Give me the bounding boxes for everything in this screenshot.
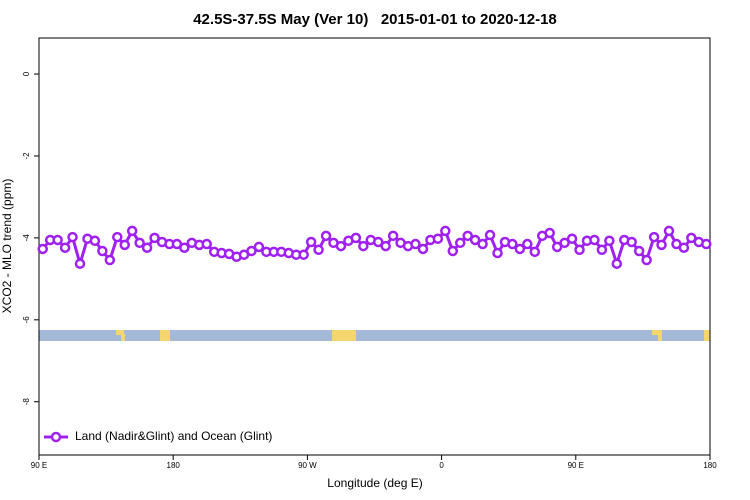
point	[350, 232, 362, 244]
y-tick-label: 0	[22, 71, 31, 76]
point	[514, 243, 526, 255]
point	[701, 238, 712, 250]
point	[410, 238, 421, 250]
point	[97, 245, 108, 257]
point	[440, 225, 451, 237]
point	[469, 234, 481, 246]
land-patch	[160, 330, 170, 341]
point	[67, 231, 78, 243]
chart-title: 42.5S-37.5S May (Ver 10) 2015-01-01 to 2…	[193, 11, 557, 28]
x-tick-label: 0	[439, 461, 444, 470]
point	[529, 246, 541, 258]
point	[648, 231, 660, 243]
y-tick-label: -6	[22, 316, 31, 324]
point	[678, 242, 690, 253]
point	[454, 237, 466, 249]
point	[119, 239, 130, 251]
point	[559, 237, 570, 249]
point	[633, 245, 645, 257]
legend-label: Land (Nadir&Glint) and Ocean (Glint)	[75, 429, 272, 443]
point	[335, 240, 347, 252]
point	[522, 238, 533, 250]
x-tick-label: 90 E	[31, 461, 47, 470]
point	[611, 258, 623, 269]
ocean-strip	[39, 330, 710, 341]
point	[112, 231, 123, 243]
y-tick-label: -8	[22, 398, 31, 406]
point	[447, 245, 459, 257]
point	[574, 244, 585, 256]
point	[253, 241, 265, 253]
point	[37, 243, 48, 255]
point	[626, 236, 637, 248]
point	[604, 235, 615, 247]
point	[179, 242, 190, 253]
point	[74, 258, 86, 269]
land-patch	[121, 334, 125, 341]
point	[201, 238, 212, 250]
point	[358, 240, 369, 252]
x-tick-label: 90 E	[568, 461, 584, 470]
point	[544, 227, 555, 239]
y-axis-label: XCO2 - MLO trend (ppm)	[0, 179, 14, 314]
point	[387, 230, 399, 242]
point	[134, 237, 145, 249]
point	[589, 234, 600, 246]
legend-marker	[50, 431, 62, 443]
point	[417, 243, 429, 255]
point	[298, 249, 309, 260]
point	[596, 244, 608, 256]
point	[313, 244, 324, 256]
point	[104, 254, 116, 266]
x-tick-label: 180	[167, 461, 181, 470]
point	[372, 236, 384, 248]
x-axis-label: Longitude (deg E)	[327, 476, 422, 490]
land-patch	[704, 330, 710, 341]
point	[320, 230, 332, 242]
y-tick-label: -4	[22, 234, 31, 242]
y-tick-label: -2	[22, 152, 31, 160]
point	[551, 241, 563, 253]
point	[566, 233, 578, 244]
point	[305, 236, 317, 248]
land-patch	[658, 334, 662, 341]
x-tick-label: 90 W	[298, 461, 317, 470]
point	[641, 254, 652, 266]
point	[656, 239, 667, 251]
point	[432, 233, 444, 244]
point	[246, 245, 257, 257]
point	[126, 225, 138, 237]
point	[484, 229, 496, 241]
point	[492, 247, 503, 259]
x-tick-label: 180	[703, 461, 717, 470]
point	[507, 238, 518, 250]
surface-strip	[39, 330, 710, 341]
point	[380, 240, 391, 252]
point	[149, 232, 160, 244]
point	[477, 238, 488, 250]
point	[89, 235, 101, 247]
point	[663, 225, 675, 237]
point	[686, 232, 697, 244]
point	[141, 242, 153, 253]
point	[462, 230, 473, 242]
land-patch	[652, 330, 662, 335]
land-patch	[116, 330, 124, 335]
land-patch	[332, 330, 356, 341]
point	[52, 234, 63, 246]
point	[59, 242, 71, 253]
